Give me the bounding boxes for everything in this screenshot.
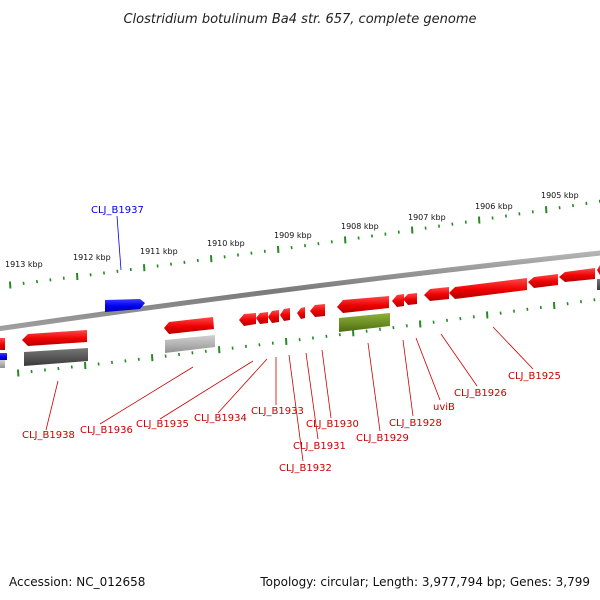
reverse-genes bbox=[0, 265, 600, 350]
kbp-label: 1911 kbp bbox=[140, 247, 178, 256]
kbp-ticks bbox=[9, 199, 600, 377]
callout-line bbox=[440, 333, 478, 387]
callout-line bbox=[116, 215, 122, 271]
gene-label[interactable]: CLJ_B1933 bbox=[251, 406, 304, 417]
kbp-label: 1905 kbp bbox=[541, 191, 579, 200]
callout-line bbox=[288, 354, 304, 462]
other-features bbox=[0, 279, 600, 368]
gene-label[interactable]: uviB bbox=[433, 402, 455, 413]
callout-line bbox=[45, 380, 59, 431]
gene-clj-b1937[interactable] bbox=[105, 299, 145, 312]
gene-edge-blue[interactable] bbox=[0, 353, 7, 360]
feature-dark-edge[interactable] bbox=[597, 279, 600, 290]
kbp-label: 1908 kbp bbox=[341, 222, 379, 231]
kbp-label: 1906 kbp bbox=[475, 202, 513, 211]
gene-label[interactable]: CLJ_B1931 bbox=[293, 441, 346, 452]
gene-label[interactable]: CLJ_B1926 bbox=[454, 388, 507, 399]
feature-light[interactable] bbox=[165, 335, 215, 353]
gene-clj-b1930[interactable] bbox=[310, 304, 325, 317]
callout-lines bbox=[45, 215, 534, 462]
kbp-label: 1913 kbp bbox=[5, 260, 43, 269]
gene-label[interactable]: CLJ_B1934 bbox=[194, 413, 247, 424]
callout-line bbox=[415, 337, 441, 401]
rna-gene[interactable] bbox=[339, 313, 390, 332]
callout-line bbox=[492, 326, 534, 370]
gene-clj-b1934[interactable] bbox=[256, 312, 268, 324]
gene-label[interactable]: CLJ_B1938 bbox=[22, 430, 75, 441]
gene-label[interactable]: CLJ_B1929 bbox=[356, 433, 409, 444]
gene-label[interactable]: CLJ_B1935 bbox=[136, 419, 189, 430]
callout-line bbox=[402, 339, 414, 417]
kbp-labels: 1913 kbp 1912 kbp 1911 kbp 1910 kbp 1909… bbox=[5, 191, 579, 269]
gene-clj-b1933[interactable] bbox=[268, 310, 279, 323]
callout-line bbox=[367, 342, 381, 432]
gene-clj-b1932[interactable] bbox=[280, 308, 290, 321]
gene-label[interactable]: CLJ_B1930 bbox=[306, 419, 359, 430]
gene-edge-red[interactable] bbox=[597, 265, 600, 275]
gene-clj-b1936[interactable] bbox=[164, 317, 214, 334]
gene-label[interactable]: CLJ_B1937 bbox=[91, 205, 144, 216]
gene-edge-red[interactable] bbox=[0, 338, 5, 350]
gene-clj-b1935[interactable] bbox=[239, 313, 256, 326]
gene-clj-b1931[interactable] bbox=[297, 307, 305, 319]
gene-label[interactable]: CLJ_B1932 bbox=[279, 463, 332, 474]
gene-labels: CLJ_B1937 CLJ_B1938 CLJ_B1936 CLJ_B1935 … bbox=[22, 205, 561, 474]
gene-clj-b1928[interactable] bbox=[392, 294, 404, 307]
gene-red[interactable] bbox=[559, 268, 595, 282]
callout-line bbox=[217, 358, 268, 414]
gene-red[interactable] bbox=[528, 274, 558, 288]
gene-clj-b1925[interactable] bbox=[449, 278, 527, 299]
gene-uvib[interactable] bbox=[403, 293, 417, 305]
topology-text: Topology: circular; Length: 3,977,794 bp… bbox=[259, 575, 590, 589]
gene-label[interactable]: CLJ_B1936 bbox=[80, 425, 133, 436]
gene-clj-b1938[interactable] bbox=[22, 330, 87, 346]
callout-line bbox=[305, 352, 319, 440]
callout-line bbox=[159, 360, 254, 420]
accession-text: Accession: NC_012658 bbox=[9, 575, 145, 589]
callout-line bbox=[99, 366, 194, 425]
gene-label[interactable]: CLJ_B1928 bbox=[389, 418, 442, 429]
map-title: Clostridium botulinum Ba4 str. 657, comp… bbox=[123, 12, 476, 27]
gene-label[interactable]: CLJ_B1925 bbox=[508, 371, 561, 382]
genome-backbone bbox=[0, 250, 600, 332]
kbp-label: 1912 kbp bbox=[73, 253, 111, 262]
kbp-label: 1907 kbp bbox=[408, 213, 446, 222]
kbp-label: 1910 kbp bbox=[207, 239, 245, 248]
callout-line bbox=[321, 349, 332, 419]
kbp-label: 1909 kbp bbox=[274, 231, 312, 240]
gene-clj-b1929[interactable] bbox=[337, 296, 389, 313]
feature-light-edge[interactable] bbox=[0, 360, 5, 368]
feature-dark[interactable] bbox=[24, 348, 88, 366]
forward-genes bbox=[0, 299, 145, 360]
gene-clj-b1926[interactable] bbox=[424, 287, 449, 301]
